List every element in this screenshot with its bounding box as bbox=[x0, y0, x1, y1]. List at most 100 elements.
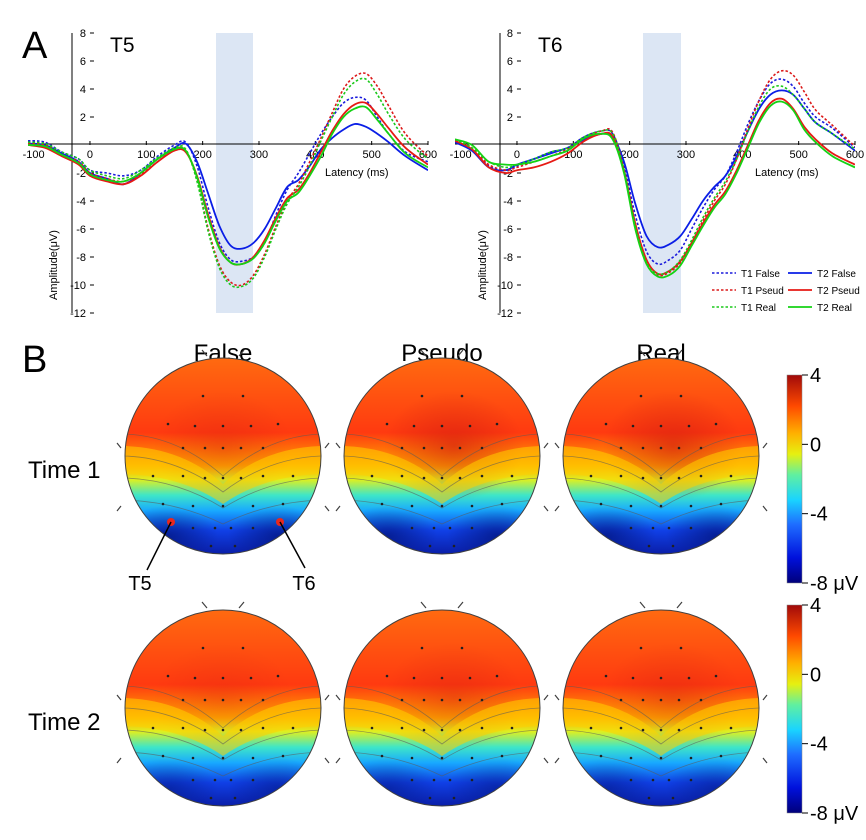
legend-label: T2 Pseud bbox=[817, 286, 860, 297]
electrode-dot bbox=[689, 756, 693, 760]
contour-line bbox=[563, 433, 759, 477]
electrode-dot bbox=[261, 446, 265, 450]
transition-band bbox=[563, 698, 759, 756]
electrode-dot bbox=[422, 476, 426, 480]
transition-band bbox=[125, 446, 321, 504]
electrode-dot bbox=[699, 726, 703, 730]
series-line-t2-false bbox=[455, 89, 855, 249]
ear-marks bbox=[335, 694, 549, 764]
electrode-dot bbox=[239, 476, 243, 480]
ear-marks bbox=[116, 694, 330, 764]
electrode-dot bbox=[440, 476, 444, 480]
contour-line bbox=[125, 707, 321, 745]
electrode-dot bbox=[679, 646, 683, 650]
electrode-dot bbox=[420, 394, 424, 398]
electrode-dot bbox=[201, 394, 205, 398]
electrode-dot bbox=[659, 728, 663, 732]
electrode-dot bbox=[213, 778, 217, 782]
panel-a-letter: A bbox=[22, 25, 48, 67]
contour-line bbox=[563, 499, 759, 525]
electrode-dot bbox=[480, 726, 484, 730]
electrode-dot bbox=[667, 778, 671, 782]
electrode-dot bbox=[213, 526, 217, 530]
electrode-dot bbox=[448, 526, 452, 530]
electrode-dot bbox=[370, 726, 374, 730]
electrode-dot bbox=[191, 526, 195, 530]
electrode-dot bbox=[659, 504, 663, 508]
electrode-dot bbox=[495, 674, 499, 678]
legend-label: T2 Real bbox=[817, 303, 852, 314]
highlight-window bbox=[216, 33, 253, 313]
electrode-dot bbox=[166, 674, 170, 678]
x-tick-label: 200 bbox=[193, 149, 211, 161]
electrode-dot bbox=[410, 778, 414, 782]
x-tick-label: 100 bbox=[137, 149, 155, 161]
contour-line bbox=[344, 707, 540, 745]
electrode-dot bbox=[440, 676, 444, 680]
electrode-dot bbox=[641, 698, 645, 702]
electrode-dot bbox=[251, 526, 255, 530]
electrode-dot bbox=[209, 796, 213, 800]
electrode-dot bbox=[400, 474, 404, 478]
electrode-dot bbox=[203, 698, 207, 702]
electrode-dot bbox=[689, 526, 693, 530]
transition-band bbox=[563, 446, 759, 504]
contour-line bbox=[344, 455, 540, 493]
x-tick-label: 500 bbox=[789, 149, 807, 161]
electrode-dot bbox=[639, 646, 643, 650]
electrode-dot bbox=[631, 424, 635, 428]
electrode-dot bbox=[599, 502, 603, 506]
electrode-dot bbox=[639, 394, 643, 398]
row-header: Time 2 bbox=[28, 709, 100, 736]
electrode-dot bbox=[432, 526, 436, 530]
electrode-dot bbox=[241, 394, 245, 398]
electrode-dot bbox=[432, 778, 436, 782]
electrode-dot bbox=[281, 502, 285, 506]
plot-title: T5 bbox=[110, 34, 135, 57]
electrode-dot bbox=[209, 544, 213, 548]
topomap-pseudo-time-1 bbox=[335, 349, 549, 555]
electrode-dot bbox=[659, 424, 663, 428]
electrode-dot bbox=[677, 476, 681, 480]
series-line-t1-real bbox=[28, 77, 428, 289]
electrode-dot bbox=[480, 446, 484, 450]
legend-label: T1 Pseud bbox=[741, 286, 784, 297]
electrode-dot bbox=[151, 726, 155, 730]
contour-line bbox=[344, 477, 540, 509]
electrode-dot bbox=[631, 676, 635, 680]
electrode-dot bbox=[291, 726, 295, 730]
electrode-dot bbox=[470, 504, 474, 508]
electrode-dot bbox=[239, 446, 243, 450]
electrode-dot bbox=[385, 422, 389, 426]
electrode-dot bbox=[677, 728, 681, 732]
series-line-t2-false bbox=[28, 123, 428, 250]
electrode-dot bbox=[460, 646, 464, 650]
electrode-dot bbox=[604, 674, 608, 678]
electrode-dot bbox=[380, 502, 384, 506]
contour-line bbox=[125, 455, 321, 493]
electrode-dot bbox=[251, 756, 255, 760]
series-line-t2-real bbox=[28, 105, 428, 266]
nose-marks bbox=[201, 601, 245, 609]
y-tick-label: 4 bbox=[507, 84, 513, 96]
electrode-dot bbox=[714, 674, 718, 678]
electrode-dot bbox=[261, 474, 265, 478]
electrode-dot bbox=[641, 476, 645, 480]
electrode-dot bbox=[385, 674, 389, 678]
electrode-dot bbox=[629, 756, 633, 760]
x-tick-label: -100 bbox=[450, 149, 472, 161]
electrode-dot bbox=[191, 756, 195, 760]
electrode-dot bbox=[699, 446, 703, 450]
electrode-dot bbox=[261, 726, 265, 730]
electrode-dot bbox=[181, 698, 185, 702]
nose-marks bbox=[420, 349, 464, 357]
electrode-dot bbox=[229, 778, 233, 782]
topomap-pseudo-time-2 bbox=[335, 601, 549, 807]
electrode-dot bbox=[599, 754, 603, 758]
electrode-dot bbox=[629, 504, 633, 508]
electrode-dot bbox=[191, 504, 195, 508]
electrode-dot bbox=[181, 446, 185, 450]
contour-line bbox=[563, 477, 759, 509]
y-axis-label: Amplitude(μV) bbox=[48, 230, 60, 300]
